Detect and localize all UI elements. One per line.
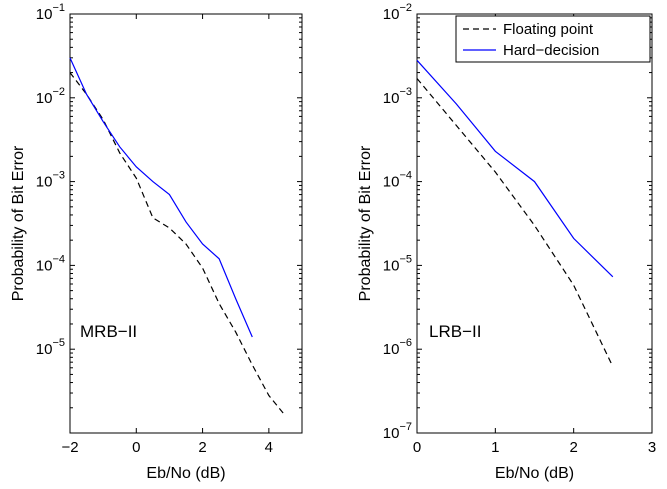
y-tick-exponent: −3 bbox=[399, 86, 412, 98]
y-tick-exponent: −4 bbox=[52, 253, 65, 265]
series-line bbox=[416, 59, 614, 278]
plot-annotation: LRB−II bbox=[429, 322, 481, 341]
y-tick-label: 10−4 bbox=[36, 253, 65, 274]
y-tick-label: 10−6 bbox=[383, 337, 412, 358]
y-tick-exponent: −1 bbox=[52, 2, 65, 14]
x-tick-label: 4 bbox=[265, 439, 273, 456]
x-tick-label: −2 bbox=[61, 439, 78, 456]
y-tick-exponent: −7 bbox=[399, 421, 412, 433]
subplot-2: 0 1 2 3 10−7 10−6 10−5 10−4 10−3 10−2 Eb/No (dB) Pr… bbox=[357, 2, 656, 482]
axes-frame bbox=[416, 13, 653, 434]
x-axis-label: Eb/No (dB) bbox=[495, 465, 574, 482]
y-axis-label: Probability of Bit Error bbox=[10, 145, 27, 301]
y-tick-label: 10−5 bbox=[383, 253, 412, 274]
y-tick-exponent: −2 bbox=[399, 2, 412, 14]
y-tick-label: 10−2 bbox=[36, 86, 65, 107]
x-tick-label: 2 bbox=[569, 439, 577, 456]
x-axis-label: Eb/No (dB) bbox=[146, 465, 225, 482]
y-tick-label: 10−4 bbox=[383, 170, 412, 191]
series-line bbox=[69, 57, 253, 338]
subplot-1: −2 0 2 4 10−5 10−4 10−3 10−2 10−1 Eb/No (dB) Proba… bbox=[10, 2, 303, 482]
x-tick-label: 2 bbox=[198, 439, 206, 456]
y-tick-exponent: −5 bbox=[399, 253, 412, 265]
x-tick-label: 1 bbox=[491, 439, 499, 456]
x-tick-label: 0 bbox=[413, 439, 421, 456]
y-tick-label: 10−5 bbox=[36, 337, 65, 358]
series-line bbox=[69, 72, 286, 417]
y-tick-label: 10−3 bbox=[383, 86, 412, 107]
y-axis-label: Probability of Bit Error bbox=[357, 145, 374, 301]
y-tick-exponent: −2 bbox=[52, 86, 65, 98]
y-tick-label: 10−7 bbox=[383, 421, 412, 442]
y-tick-exponent: −3 bbox=[52, 170, 65, 182]
y-tick-label: 10−3 bbox=[36, 170, 65, 191]
y-tick-exponent: −5 bbox=[52, 337, 65, 349]
legend-label: Hard−decision bbox=[503, 42, 599, 59]
y-tick-exponent: −4 bbox=[399, 170, 412, 182]
y-tick-label: 10−1 bbox=[36, 2, 65, 23]
x-tick-label: 3 bbox=[648, 439, 656, 456]
legend: Floating point Hard−decision bbox=[455, 15, 651, 63]
plot-annotation: MRB−II bbox=[80, 322, 137, 341]
legend-box bbox=[455, 15, 651, 63]
y-tick-label: 10−2 bbox=[383, 2, 412, 23]
x-tick-label: 0 bbox=[132, 439, 140, 456]
y-tick-exponent: −6 bbox=[399, 337, 412, 349]
axes-frame bbox=[69, 13, 303, 434]
legend-label: Floating point bbox=[503, 21, 594, 38]
series-line bbox=[416, 78, 614, 367]
